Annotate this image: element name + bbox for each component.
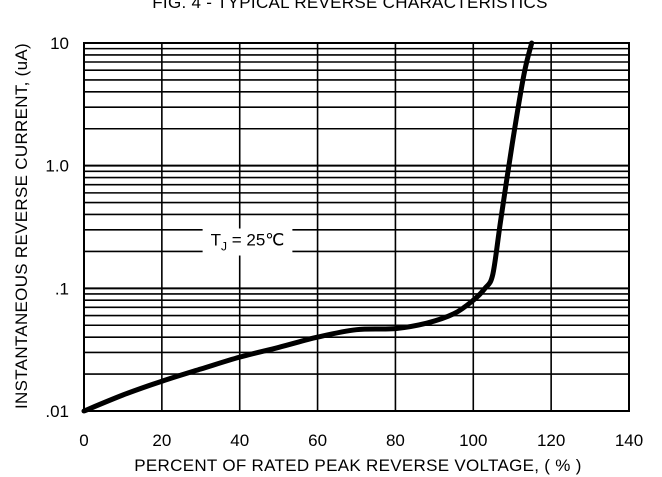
x-tick-label: 80	[386, 431, 405, 450]
y-tick-label: 1.0	[45, 157, 69, 176]
x-tick-label: 120	[537, 431, 565, 450]
reverse-current-curve	[81, 40, 535, 414]
y-tick-label: .1	[55, 279, 69, 298]
y-axis-title: INSTANTANEOUS REVERSE CURRENT, (uA)	[12, 43, 31, 409]
x-tick-label: 40	[230, 431, 249, 450]
x-axis-title: PERCENT OF RATED PEAK REVERSE VOLTAGE, (…	[134, 456, 581, 475]
temperature-label: TJ = 25℃	[211, 231, 285, 254]
temperature-annotation: TJ = 25℃	[202, 228, 293, 256]
grid-lines	[84, 43, 629, 411]
x-tick-label: 140	[615, 431, 643, 450]
y-tick-label: 10	[50, 34, 69, 53]
chart-title: FIG. 4 - TYPICAL REVERSE CHARACTERISTICS	[152, 0, 548, 12]
y-tick-label: .01	[45, 402, 69, 421]
x-tick-label: 0	[79, 431, 88, 450]
x-tick-labels: 0 20 40 60 80 100 120 140	[79, 431, 643, 450]
y-tick-labels: .01 .1 1.0 10	[45, 34, 69, 421]
plot-frame	[83, 42, 630, 412]
x-tick-label: 60	[308, 431, 327, 450]
x-tick-label: 20	[152, 431, 171, 450]
x-tick-label: 100	[459, 431, 487, 450]
